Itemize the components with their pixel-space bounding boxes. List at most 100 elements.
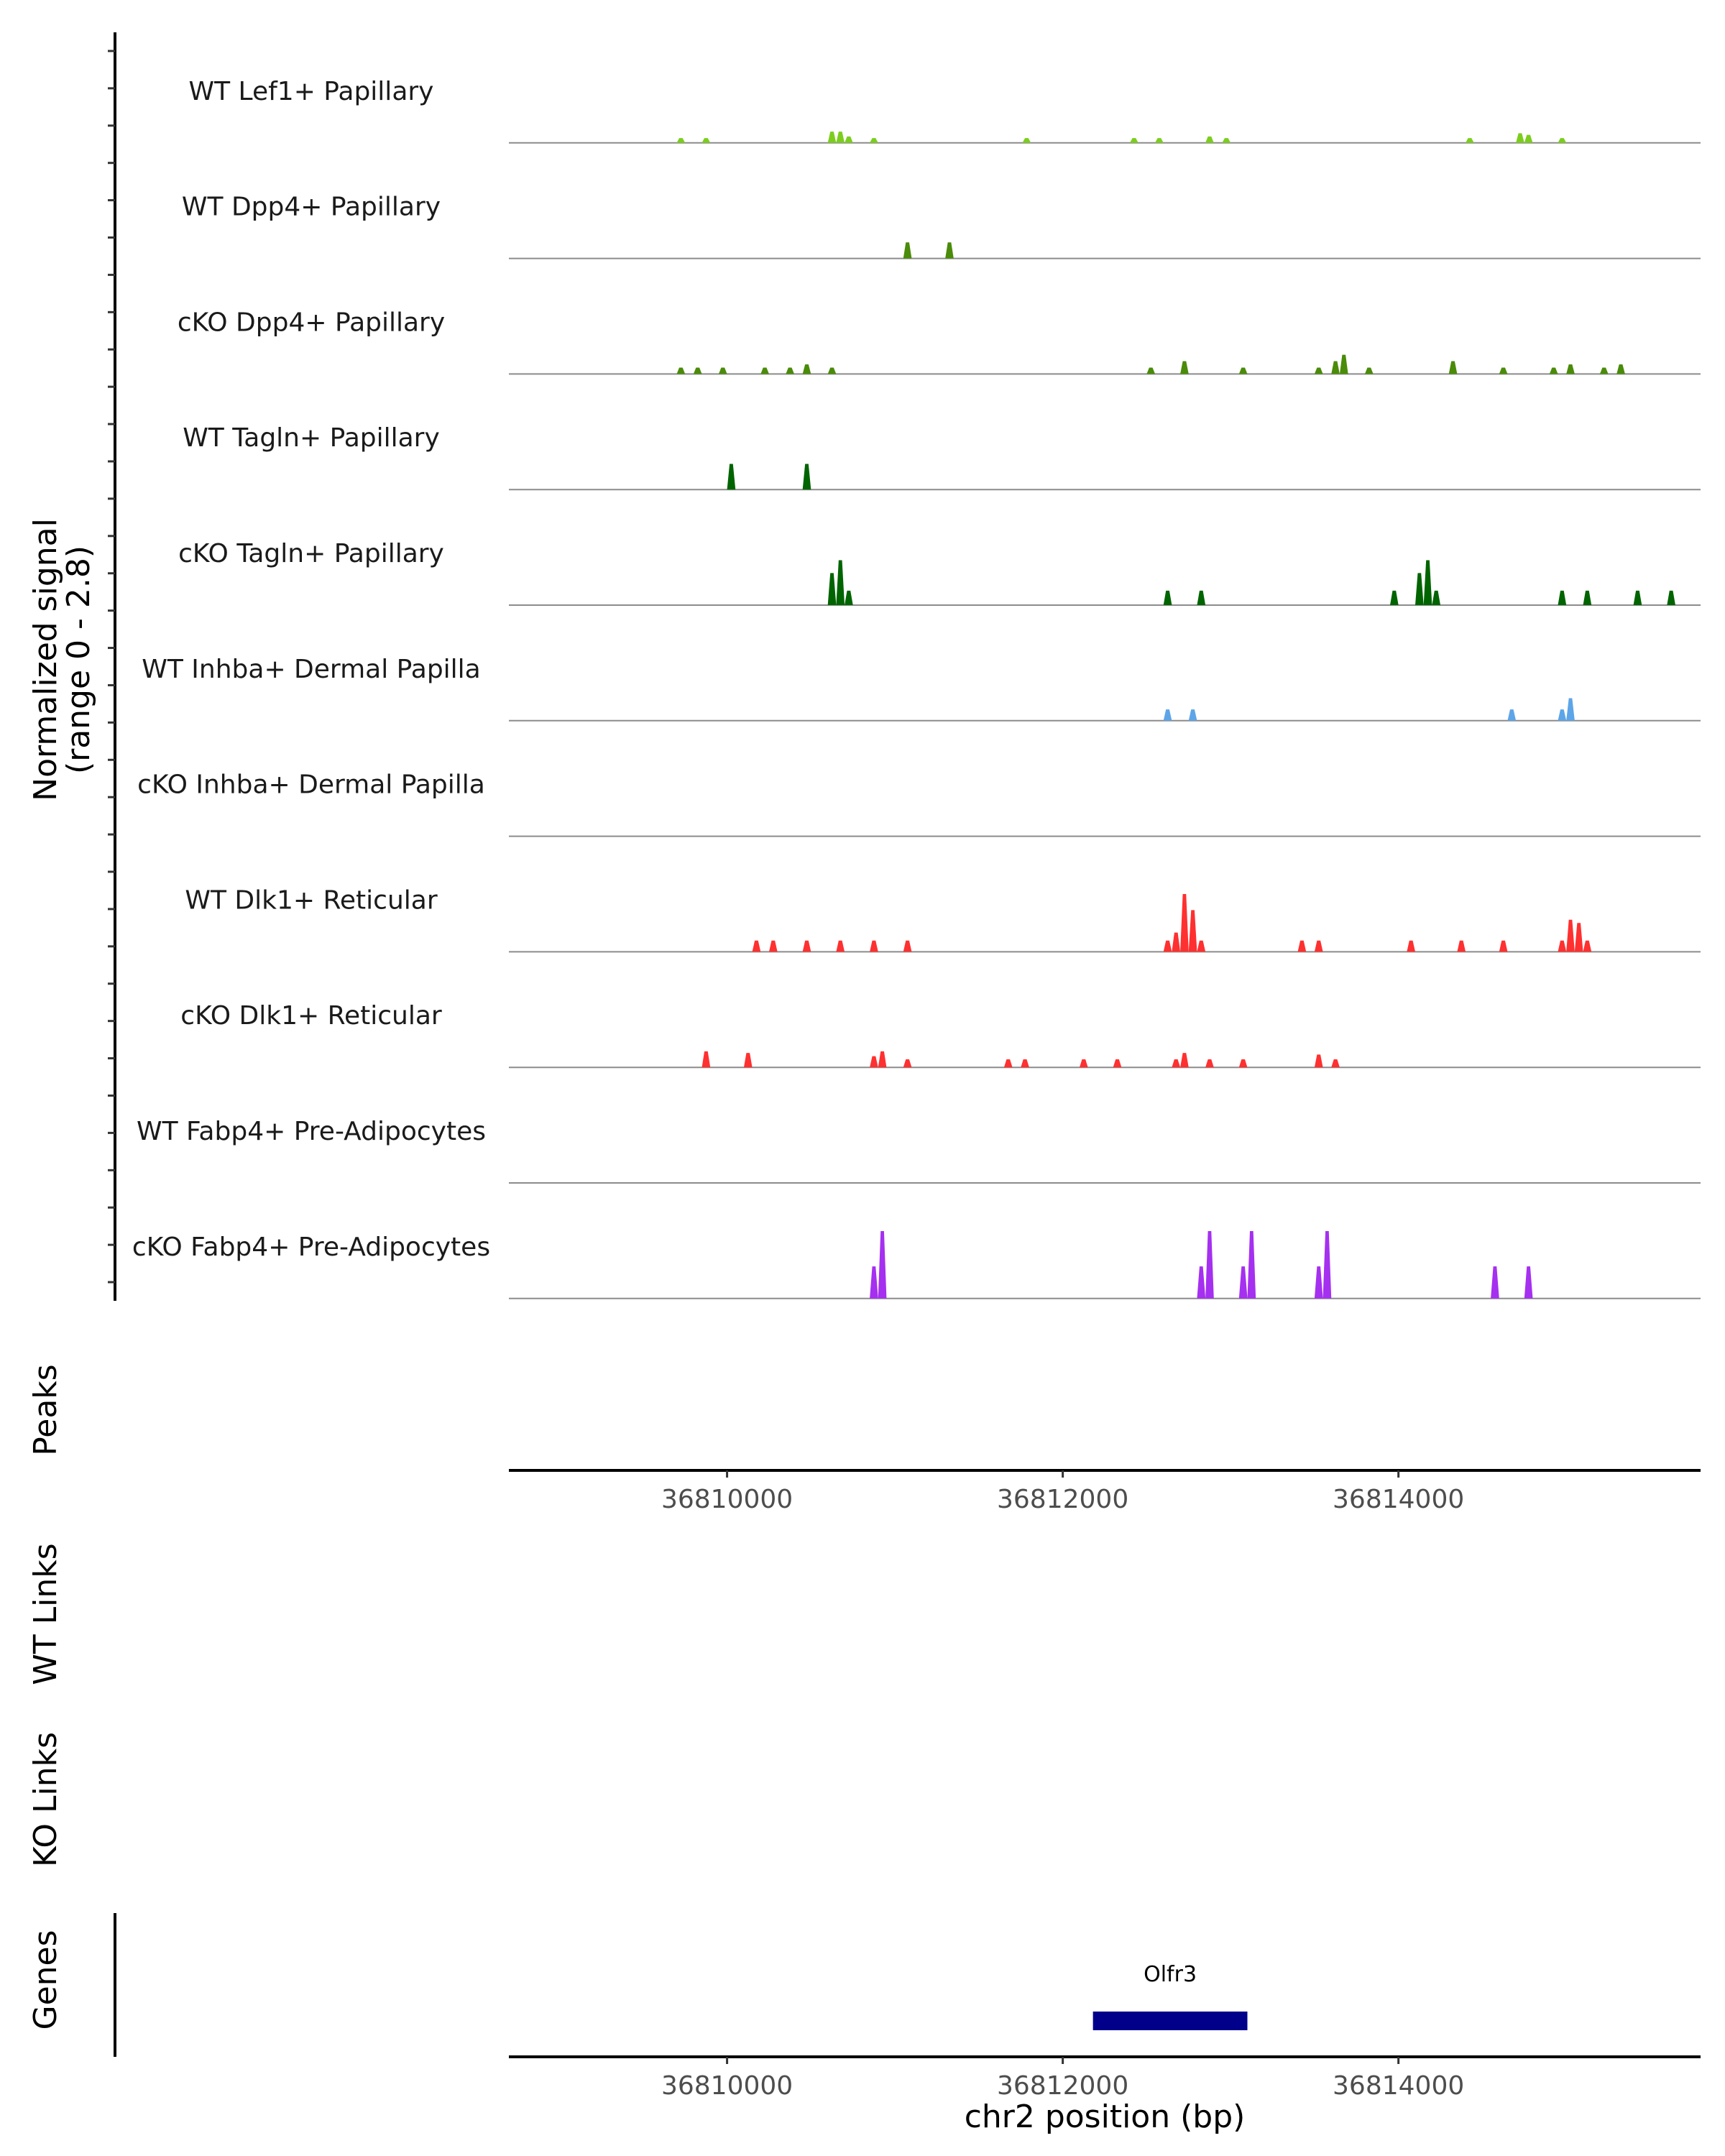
coverage-bin	[1197, 1266, 1206, 1299]
coverage-bin	[1197, 590, 1206, 605]
track-9: cKO Dlk1+ Reticular	[180, 1001, 1701, 1069]
coverage-bin	[1172, 1059, 1181, 1068]
coverage-bin	[1524, 134, 1533, 143]
track-label: cKO Tagln+ Papillary	[178, 539, 444, 568]
coverage-bin	[1331, 361, 1340, 374]
coverage-bin	[1155, 138, 1164, 143]
coverage-bin	[1163, 709, 1172, 721]
coverage-bin	[1558, 590, 1567, 605]
coverage-bin	[1466, 138, 1474, 143]
coverage-bin	[1583, 590, 1592, 605]
coverage-bin	[752, 940, 761, 952]
coverage-bin	[1314, 940, 1323, 952]
coverage-bin	[1205, 1231, 1214, 1299]
track-2: WT Dpp4+ Papillary	[182, 193, 1701, 259]
coverage-bin	[878, 1051, 887, 1068]
coverage-bin	[1163, 590, 1172, 605]
coverage-bin	[845, 136, 853, 143]
coverage-bin	[1205, 136, 1214, 143]
track-label: WT Tagln+ Papillary	[183, 423, 440, 453]
peaks-x-ticks: 36810000 36812000 36814000	[661, 1470, 1464, 1514]
coverage-bin	[1314, 1054, 1323, 1068]
coverage-bin	[1583, 940, 1592, 952]
track-7: cKO Inhba+ Dermal Papilla	[137, 770, 1701, 837]
coverage-bin	[1558, 709, 1567, 721]
coverage-bin	[1364, 367, 1374, 374]
coverage-bin	[1247, 1231, 1256, 1299]
coverage-bin	[1197, 940, 1206, 952]
coverage-bin	[1558, 940, 1567, 952]
coverage-bin	[1238, 1266, 1248, 1299]
coverage-bin	[1599, 367, 1609, 374]
coverage-bin	[1003, 1059, 1013, 1068]
coverage-bin	[870, 138, 878, 143]
coverage-bin	[702, 138, 711, 143]
track-4: WT Tagln+ Papillary	[183, 423, 1701, 491]
coverage-bin	[768, 940, 778, 952]
track-label: cKO Inhba+ Dermal Papilla	[137, 770, 485, 800]
coverage-bin	[1566, 919, 1575, 952]
track-8: WT Dlk1+ Reticular	[185, 885, 1701, 953]
coverage-bin	[827, 367, 837, 374]
coverage-bin	[1457, 940, 1466, 952]
coverage-bin	[903, 242, 912, 259]
coverage-bin	[1222, 138, 1231, 143]
genes-x-ticks: 36810000 36812000 36814000	[661, 2057, 1464, 2101]
coverage-bin	[827, 132, 837, 143]
coverage-bin	[802, 364, 811, 374]
coverage-tracks: WT Lef1+ Papillary WT Dpp4+ Papillary cKO …	[132, 77, 1701, 1299]
coverage-bin	[870, 1056, 878, 1068]
coverage-bin	[870, 1266, 878, 1299]
coverage-bin	[870, 940, 878, 952]
coverage-bin	[1499, 940, 1508, 952]
coverage-bin	[1146, 367, 1156, 374]
coverage-bin	[1524, 1266, 1533, 1299]
coverage-bin	[1022, 138, 1031, 143]
coverage-bin	[836, 940, 845, 952]
track-label: cKO Dlk1+ Reticular	[180, 1001, 442, 1031]
track-label: WT Dpp4+ Papillary	[182, 193, 441, 222]
track-11: cKO Fabp4+ Pre-Adipocytes	[132, 1231, 1701, 1299]
coverage-bin	[1188, 709, 1197, 721]
coverage-bin	[702, 1051, 711, 1068]
track-3: cKO Dpp4+ Papillary	[178, 308, 1701, 375]
signal-y-ticks	[108, 50, 115, 1284]
coverage-bin	[802, 940, 811, 952]
coverage-bin	[1407, 940, 1416, 952]
coverage-bin	[1172, 932, 1181, 952]
gene-models: Olfr3	[1092, 1962, 1248, 2030]
coverage-bin	[1516, 133, 1524, 143]
coverage-bin	[1188, 910, 1197, 952]
coverage-bin	[1238, 1059, 1248, 1068]
coverage-bin	[1633, 590, 1642, 605]
coverage-bin	[1331, 1059, 1340, 1068]
coverage-bin	[1499, 367, 1508, 374]
coverage-bin	[945, 242, 954, 259]
coverage-bin	[1322, 1231, 1332, 1299]
coverage-bin	[1314, 1266, 1323, 1299]
track-label: cKO Fabp4+ Pre-Adipocytes	[132, 1233, 490, 1262]
coverage-bin	[1491, 1266, 1499, 1299]
coverage-bin	[1566, 698, 1575, 721]
coverage-bin	[1180, 1053, 1189, 1068]
track-1: WT Lef1+ Papillary	[189, 77, 1701, 144]
coverage-bin	[1415, 573, 1424, 605]
track-label: WT Inhba+ Dermal Papilla	[142, 655, 480, 684]
coverage-bin	[693, 367, 702, 374]
x-tick-label: 36810000	[661, 1485, 793, 1514]
track-10: WT Fabp4+ Pre-Adipocytes	[137, 1117, 1701, 1184]
coverage-bin	[1205, 1059, 1214, 1068]
coverage-bin	[903, 940, 912, 952]
signal-axis-label: Normalized signal	[27, 518, 64, 801]
track-label: WT Dlk1+ Reticular	[185, 885, 437, 915]
coverage-bin	[827, 573, 837, 605]
coverage-bin	[903, 1059, 912, 1068]
coverage-bin	[1432, 590, 1441, 605]
signal-axis-sublabel: (range 0 - 2.8)	[60, 545, 97, 774]
x-tick-label: 36814000	[1333, 1485, 1464, 1514]
coverage-bin	[1180, 361, 1189, 374]
coverage-bin	[1113, 1059, 1122, 1068]
coverage-bin	[1079, 1059, 1088, 1068]
coverage-bin	[743, 1053, 753, 1068]
